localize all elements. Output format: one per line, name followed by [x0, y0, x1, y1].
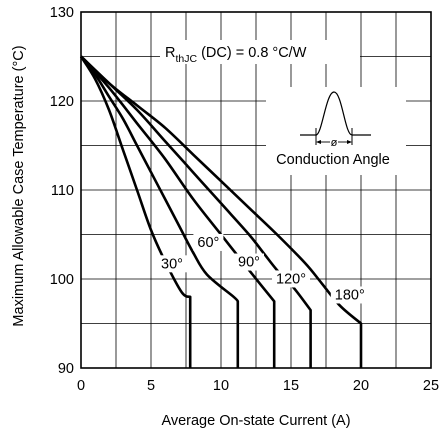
- half-sine-waveform: [300, 91, 371, 136]
- series-label-bg: [157, 255, 187, 273]
- series-curve-2: [80, 55, 276, 368]
- y-tick-label: 100: [50, 272, 74, 288]
- series-label-bg: [330, 286, 369, 304]
- series-labels: 30° 60° 90° 120° 180°: [157, 233, 369, 304]
- y-tick-label: 110: [51, 183, 74, 199]
- conduction-angle-label: Conduction Angle: [276, 152, 390, 168]
- series-curve-4: [80, 55, 363, 368]
- rth-annotation: RthJC (DC) = 0.8 °C/W: [165, 45, 307, 65]
- x-tick-label: 20: [353, 378, 369, 394]
- y-tick-label: 90: [58, 361, 74, 377]
- conduction-angle-inset: ø Conduction Angle: [266, 87, 406, 175]
- series-label-bg: [234, 253, 264, 271]
- series-label-bg: [272, 270, 310, 288]
- tick-labels: 0 5 10 15 20 25 90 100 110 120 130: [50, 5, 439, 394]
- y-axis-label: Maximum Allowable Case Temperature (°C): [11, 45, 27, 326]
- plot-frame: [80, 11, 432, 369]
- grid: [81, 12, 431, 368]
- series-label-bg: [193, 233, 224, 251]
- angle-arrowhead-left: [316, 140, 321, 144]
- inset-bg: [266, 87, 406, 175]
- x-axis-label: Average On-state Current (A): [161, 413, 350, 429]
- x-tick-label: 0: [77, 378, 85, 394]
- series-label: 180°: [335, 287, 365, 303]
- x-tick-label: 15: [283, 378, 299, 394]
- angle-arrowhead-right: [347, 140, 352, 144]
- rth-annotation-bg: [160, 40, 360, 64]
- x-tick-label: 10: [213, 378, 229, 394]
- x-tick-label: 25: [423, 378, 439, 394]
- series-curve-0: [79, 55, 192, 368]
- phi-symbol: ø: [331, 137, 338, 149]
- y-tick-label: 120: [50, 94, 74, 110]
- y-tick-label: 130: [50, 5, 74, 21]
- series-label: 90°: [238, 255, 260, 271]
- series-label: 60°: [197, 235, 219, 251]
- series-label: 30°: [161, 256, 183, 272]
- series-curve-1: [79, 55, 240, 368]
- series-label: 120°: [276, 271, 306, 287]
- x-tick-label: 5: [147, 378, 155, 394]
